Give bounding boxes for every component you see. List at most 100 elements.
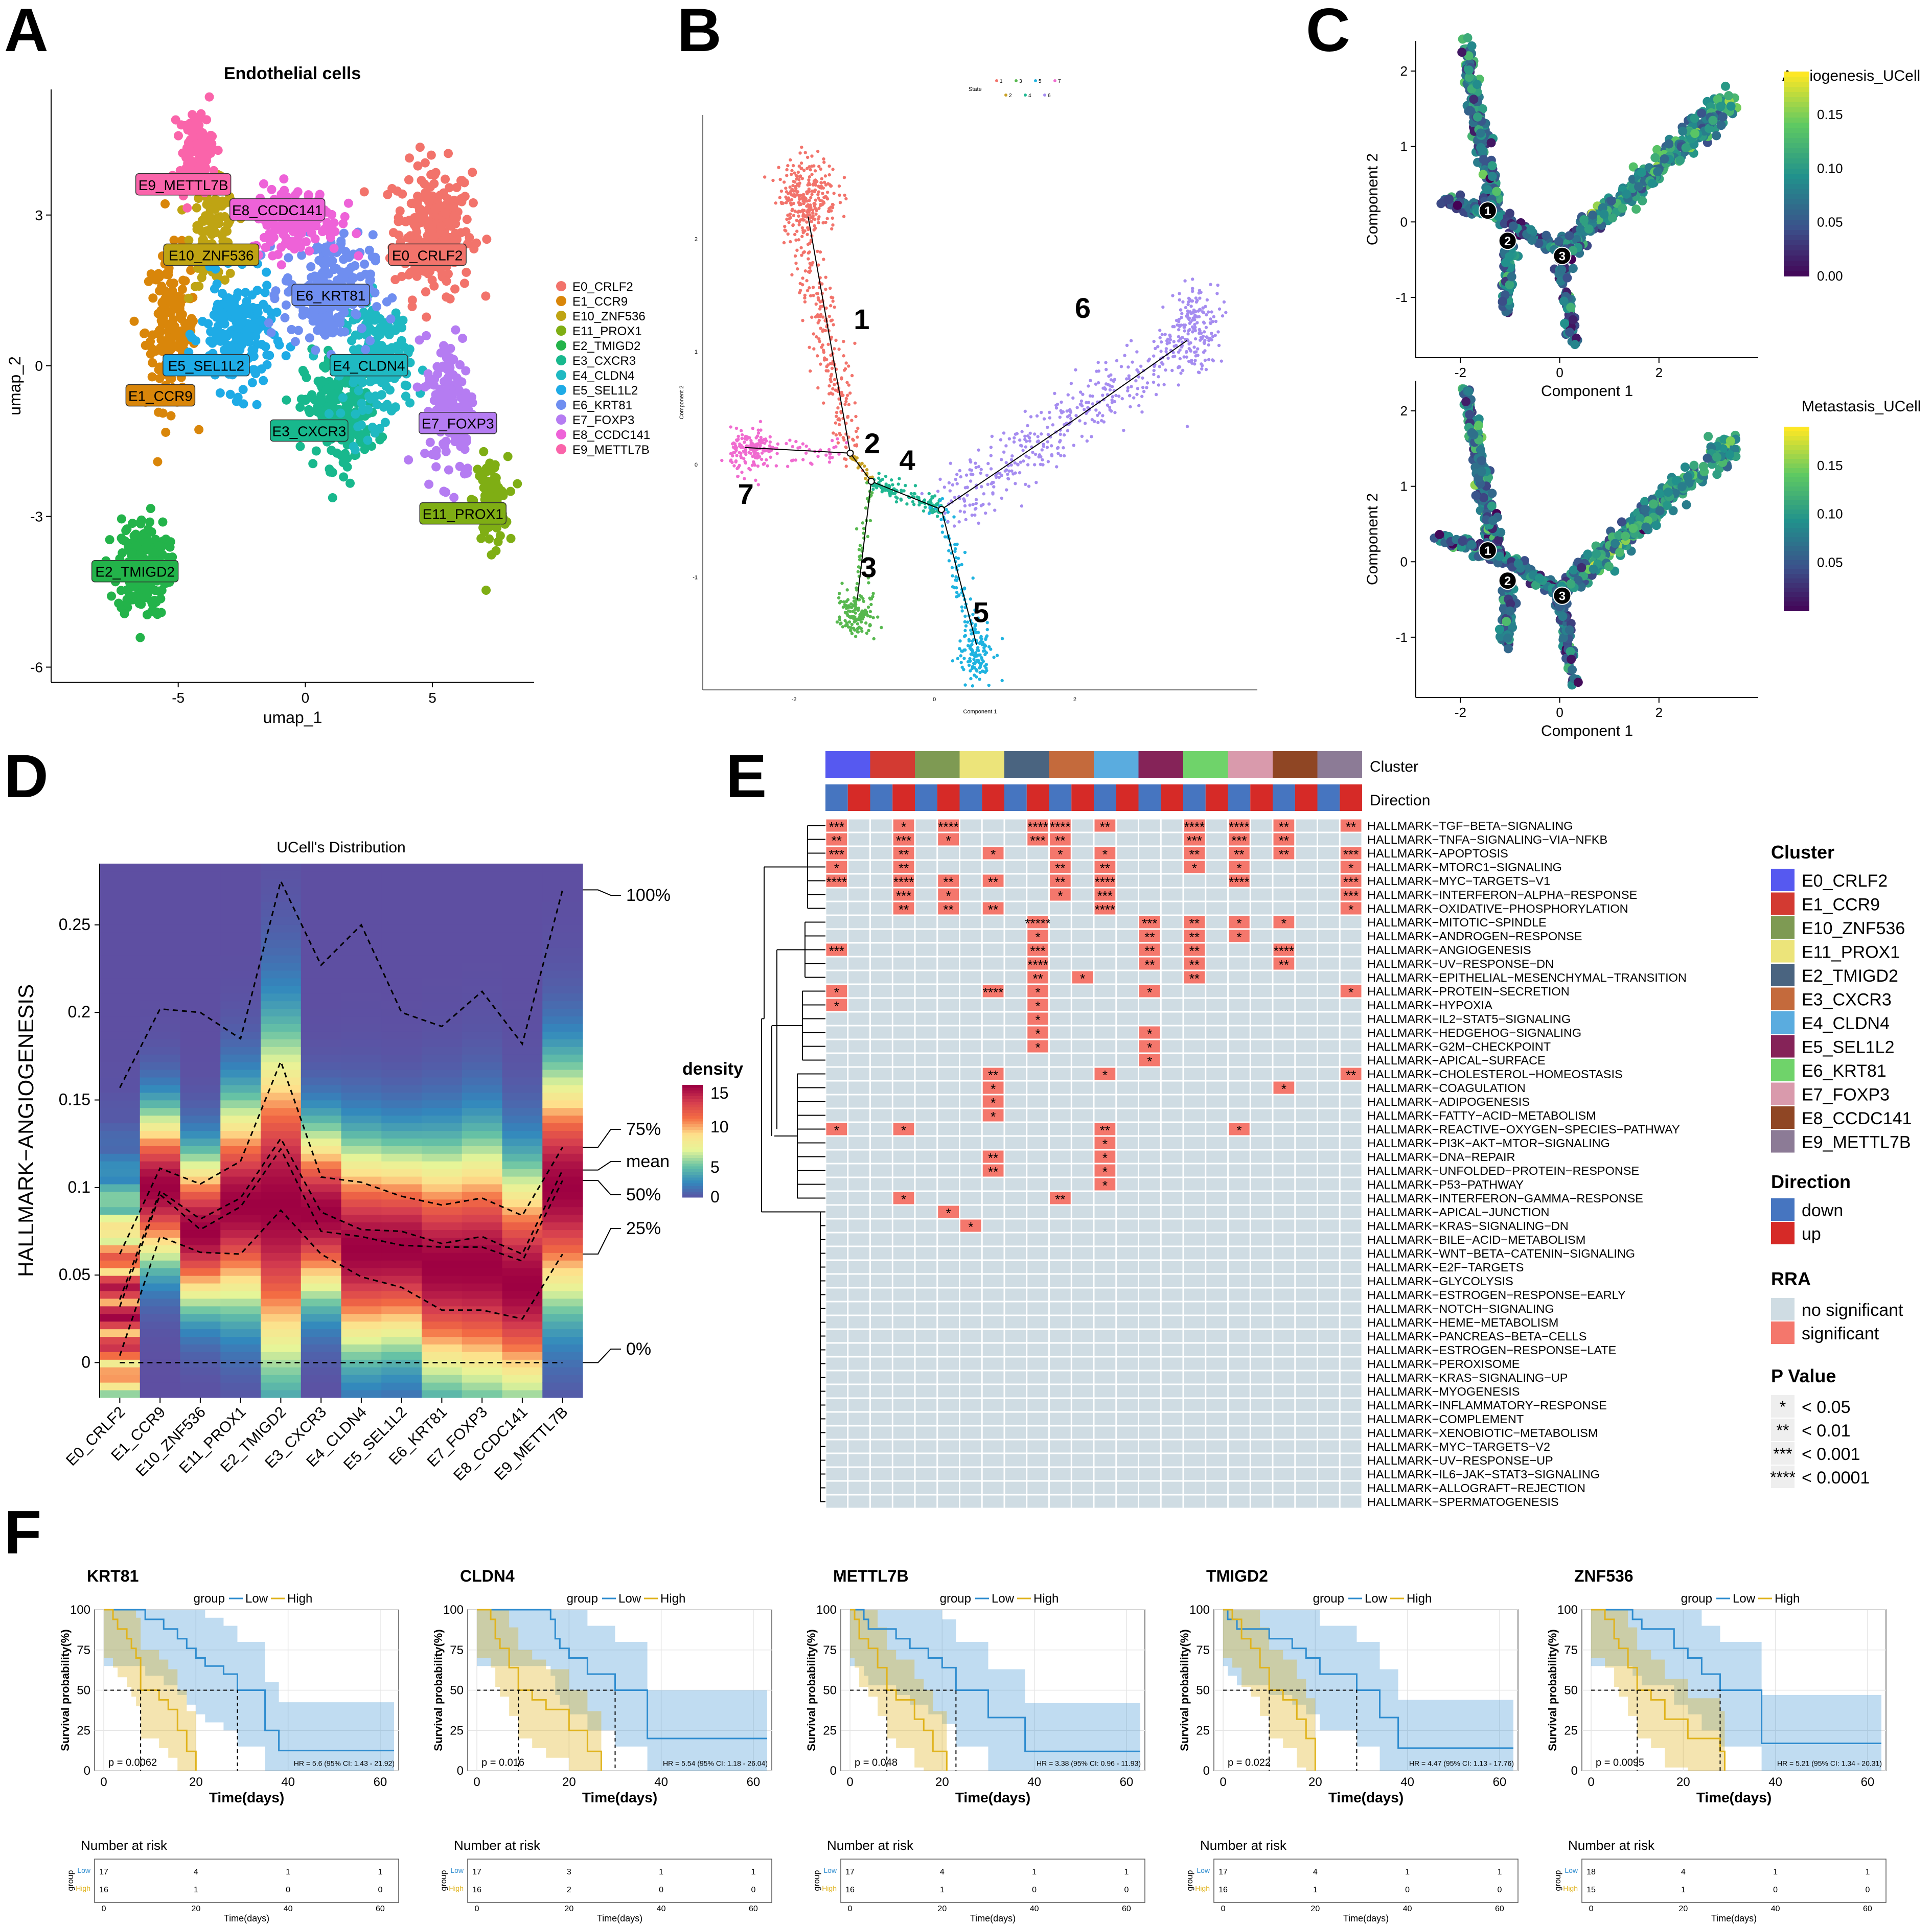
trajectory-point <box>794 458 797 462</box>
trajectory-point <box>1012 440 1016 444</box>
trajectory-point <box>1029 415 1033 419</box>
trajectory-point <box>854 429 858 433</box>
trajectory-point <box>955 482 959 485</box>
trajectory-point <box>775 452 779 455</box>
umap-point <box>147 372 157 382</box>
trajectory-point <box>824 275 827 279</box>
trajectory-point <box>806 203 810 207</box>
trajectory-point <box>804 444 808 448</box>
trajectory-point <box>855 527 859 531</box>
trajectory-point <box>1215 292 1219 295</box>
trajectory-point <box>827 448 831 452</box>
state-number: 6 <box>1075 292 1091 324</box>
legend-swatch <box>556 355 566 365</box>
trajectory-point <box>979 468 983 471</box>
umap-point <box>305 408 315 418</box>
umap-point <box>281 276 291 286</box>
trajectory-point <box>820 282 824 286</box>
legend-swatch <box>556 311 566 321</box>
trajectory-point <box>829 361 833 365</box>
trajectory-point <box>798 291 801 294</box>
trajectory-point <box>802 208 806 213</box>
trajectory-point <box>808 175 812 179</box>
umap-point <box>372 400 382 409</box>
umap-point <box>148 293 158 303</box>
trajectory-point <box>807 227 810 231</box>
trajectory-point <box>819 167 823 171</box>
umap-point <box>441 347 451 357</box>
trajectory-point <box>850 374 854 378</box>
umap-point <box>142 610 152 620</box>
trajectory-point <box>1045 446 1049 449</box>
trajectory-point <box>872 637 876 641</box>
trajectory-point <box>809 168 812 172</box>
trajectory-point <box>948 489 952 493</box>
trajectory-point <box>768 444 772 448</box>
trajectory-point <box>816 321 820 324</box>
ucell-point <box>1492 187 1502 196</box>
legend-label: 4 <box>1028 93 1031 99</box>
trajectory-point <box>812 179 816 183</box>
trajectory-point <box>782 180 786 184</box>
trajectory-point <box>760 438 763 442</box>
trajectory-point <box>852 610 855 613</box>
umap-point <box>505 486 515 496</box>
ucell-point <box>1505 280 1514 290</box>
ucell-point <box>1566 303 1576 312</box>
trajectory-point <box>808 266 812 270</box>
trajectory-point <box>894 495 898 499</box>
umap-point <box>304 190 313 200</box>
colorbar-segment <box>1784 204 1809 210</box>
umap-point <box>257 339 267 349</box>
colorbar-segment <box>1784 128 1809 133</box>
trajectory-point <box>1090 418 1094 422</box>
trajectory-point <box>1191 277 1194 281</box>
trajectory-point <box>1104 367 1108 372</box>
colorbar-segment <box>1784 153 1809 159</box>
trajectory-point <box>803 296 807 300</box>
umap-point <box>127 550 136 560</box>
umap-point <box>405 153 415 163</box>
umap-point <box>429 179 439 189</box>
trajectory-point <box>1014 471 1017 475</box>
umap-point <box>463 463 472 473</box>
trajectory-point <box>738 463 741 468</box>
umap-point <box>429 396 439 405</box>
trajectory-point <box>1000 679 1004 683</box>
trajectory-point <box>834 338 838 342</box>
umap-point <box>397 323 407 333</box>
umap-point <box>129 316 139 326</box>
umap-point <box>443 373 453 383</box>
trajectory-point <box>1024 482 1027 486</box>
trajectory-point <box>803 269 808 273</box>
umap-point <box>413 267 423 276</box>
ucell-point <box>1664 139 1674 149</box>
umap-point <box>370 288 380 297</box>
colorbar-segment <box>1784 174 1809 179</box>
ucell-point <box>1476 128 1485 138</box>
trajectory-point <box>1018 471 1022 475</box>
trajectory-point <box>1123 354 1126 357</box>
trajectory-point <box>816 193 820 196</box>
trajectory-point <box>980 485 983 489</box>
umap-point <box>290 337 300 346</box>
umap-point <box>381 382 391 391</box>
trajectory-point <box>860 629 864 633</box>
branch-node-label: 1 <box>1484 204 1491 218</box>
umap-point <box>393 186 402 196</box>
trajectory-point <box>810 220 813 223</box>
trajectory-point <box>843 402 847 406</box>
trajectory-point <box>845 393 849 397</box>
trajectory-point <box>762 462 765 466</box>
umap-point <box>188 316 198 326</box>
cluster-label: E7_FOXP3 <box>422 416 494 432</box>
trajectory-point <box>974 466 978 470</box>
umap-point <box>168 286 177 296</box>
trajectory-point <box>960 649 963 653</box>
state-number: 4 <box>900 444 915 476</box>
trajectory-point <box>797 223 801 227</box>
trajectory-point <box>1049 444 1053 448</box>
legend-label: 5 <box>1039 79 1042 84</box>
umap-point <box>412 200 422 210</box>
trajectory-point <box>1193 326 1197 329</box>
